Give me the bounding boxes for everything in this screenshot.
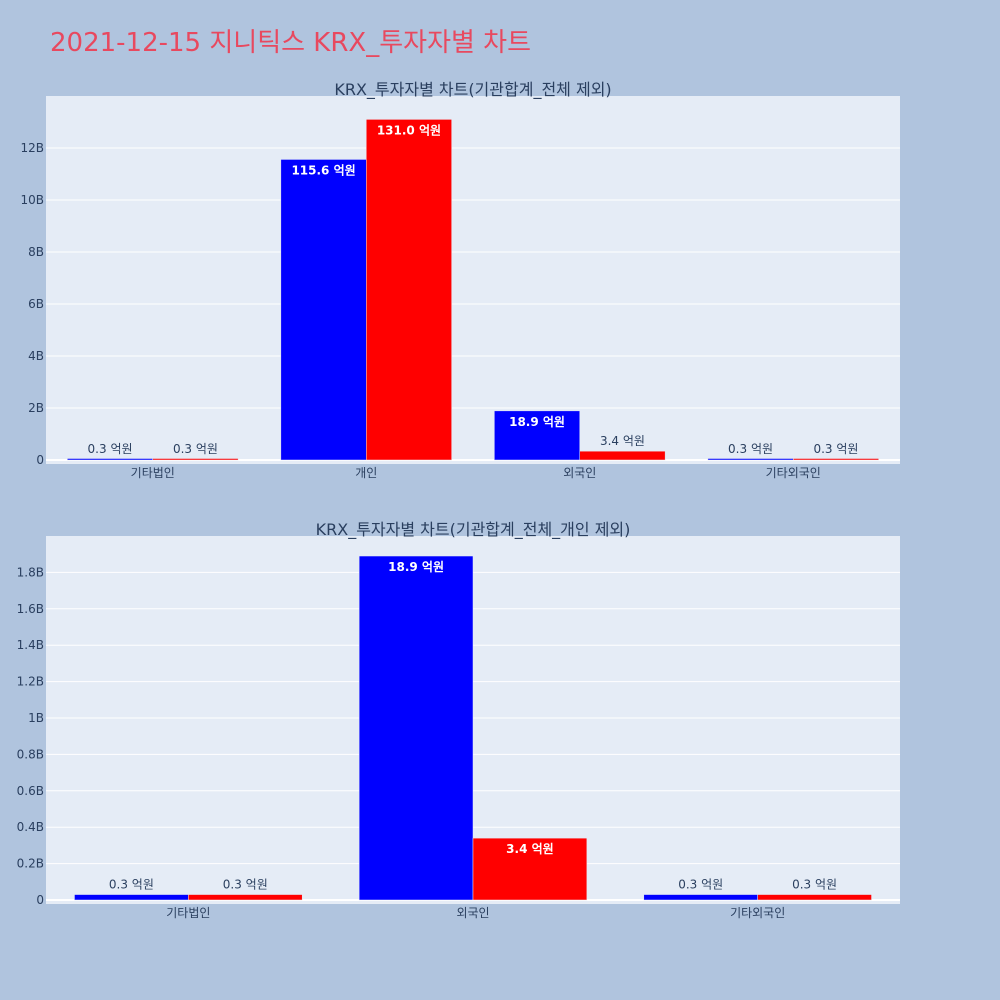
y-tick-label: 10B bbox=[20, 193, 44, 207]
bar bbox=[74, 894, 189, 901]
y-tick-label: 0 bbox=[36, 453, 44, 467]
data-label: 0.3 억원 bbox=[792, 878, 837, 892]
bar bbox=[793, 458, 879, 461]
bar bbox=[152, 458, 239, 461]
y-tick-label: 2B bbox=[28, 401, 44, 415]
y-tick-label: 0.6B bbox=[17, 784, 44, 798]
bar bbox=[707, 458, 794, 461]
plot-area bbox=[46, 96, 900, 464]
y-tick-label: 1.8B bbox=[17, 565, 44, 579]
data-label: 3.4 억원 bbox=[506, 842, 554, 856]
data-label: 115.6 억원 bbox=[291, 163, 355, 177]
chart-2: 0 0.2B 0.4B 0.6B 0.8B 1B 1.2B 1.4B 1.6B 1.8B KRX_투… bbox=[17, 520, 900, 920]
x-tick-label: 기타법인 bbox=[166, 906, 210, 920]
chart-title: KRX_투자자별 차트(기관합계_전체_개인 제외) bbox=[316, 520, 631, 540]
data-label: 18.9 억원 bbox=[388, 560, 444, 574]
data-label: 3.4 억원 bbox=[600, 434, 645, 448]
bar bbox=[757, 894, 872, 901]
x-tick-label: 외국인 bbox=[563, 466, 596, 480]
y-tick-label: 1.4B bbox=[17, 638, 44, 652]
bar bbox=[366, 119, 452, 461]
page-title: 2021-12-15 지니틱스 KRX_투자자별 차트 bbox=[50, 28, 532, 58]
x-tick-label: 외국인 bbox=[456, 906, 489, 920]
y-tick-label: 1.6B bbox=[17, 602, 44, 616]
y-tick-label: 8B bbox=[28, 245, 44, 259]
data-label: 0.3 억원 bbox=[109, 878, 154, 892]
data-label: 0.3 억원 bbox=[223, 878, 268, 892]
y-tick-label: 0.4B bbox=[17, 820, 44, 834]
data-label: 0.3 억원 bbox=[728, 442, 773, 456]
bar bbox=[188, 894, 303, 901]
y-tick-label: 0.8B bbox=[17, 747, 44, 761]
bar bbox=[358, 555, 474, 901]
chart-1: 0 2B 4B 6B 8B 10B 12B KRX_투자자별 차트(기관합계_전체 제외) 0.… bbox=[20, 80, 900, 480]
x-tick-label: 개인 bbox=[355, 466, 377, 480]
y-tick-label: 4B bbox=[28, 349, 44, 363]
y-tick-label: 0.2B bbox=[17, 857, 44, 871]
data-label: 0.3 억원 bbox=[678, 878, 723, 892]
data-label: 18.9 억원 bbox=[509, 415, 565, 429]
x-tick-label: 기타외국인 bbox=[766, 466, 821, 480]
y-tick-label: 12B bbox=[20, 141, 44, 155]
x-tick-label: 기타외국인 bbox=[730, 906, 785, 920]
data-label: 0.3 억원 bbox=[88, 442, 133, 456]
chart-title: KRX_투자자별 차트(기관합계_전체 제외) bbox=[334, 80, 611, 100]
data-label: 0.3 억원 bbox=[173, 442, 218, 456]
bar bbox=[643, 894, 758, 901]
y-tick-label: 1.2B bbox=[17, 675, 44, 689]
bar bbox=[579, 450, 666, 461]
y-tick-label: 0 bbox=[36, 893, 44, 907]
y-tick-label: 1B bbox=[28, 711, 44, 725]
data-label: 131.0 억원 bbox=[377, 123, 441, 137]
y-tick-label: 6B bbox=[28, 297, 44, 311]
bar bbox=[280, 159, 367, 461]
x-tick-label: 기타법인 bbox=[131, 466, 175, 480]
data-label: 0.3 억원 bbox=[813, 442, 858, 456]
bar bbox=[67, 458, 153, 461]
bar bbox=[472, 837, 588, 901]
bar bbox=[494, 410, 581, 461]
